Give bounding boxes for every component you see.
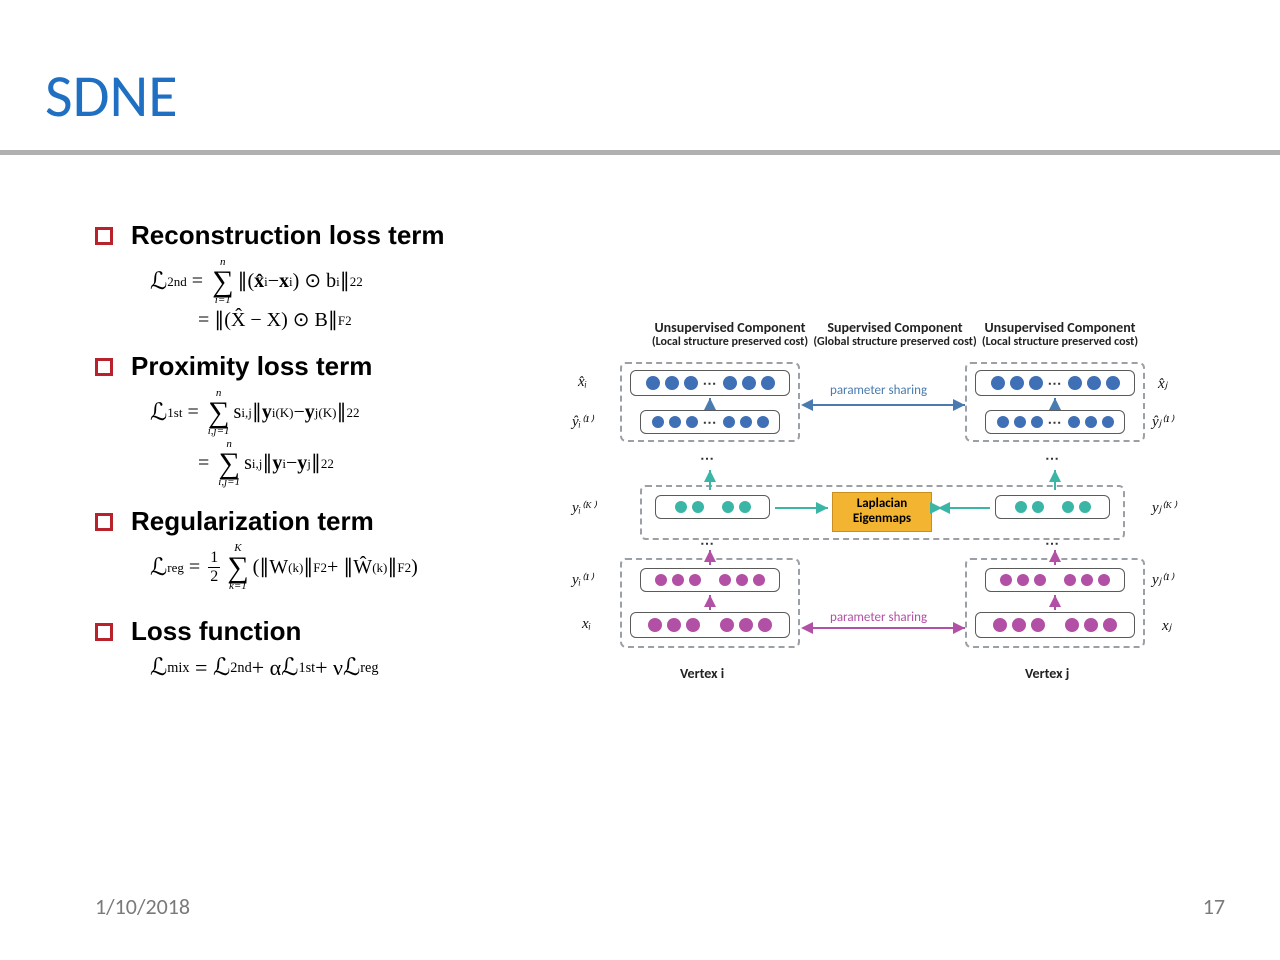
- section-label: Reconstruction loss term: [131, 220, 445, 251]
- equation-l1st: ℒ1st = n ∑ i,j=1 si,j∥yi(K) − yj(K)∥22 =…: [150, 388, 575, 488]
- section-label: Proximity loss term: [131, 351, 372, 382]
- equation-lmix: ℒmix = ℒ2nd + αℒ1st + νℒreg: [150, 653, 575, 683]
- section-loss: Loss function ℒmix = ℒ2nd + αℒ1st + νℒre…: [95, 616, 575, 683]
- equation-lreg: ℒreg = 12 K ∑ k=1 (∥W(k)∥F2 + ∥Ŵ(k)∥F2): [150, 543, 575, 592]
- title-divider: [0, 150, 1280, 155]
- section-proximity: Proximity loss term ℒ1st = n ∑ i,j=1 si,…: [95, 351, 575, 488]
- section-head: Regularization term: [95, 506, 575, 537]
- section-label: Regularization term: [131, 506, 374, 537]
- bullet-icon: [95, 358, 113, 376]
- section-head: Proximity loss term: [95, 351, 575, 382]
- section-label: Loss function: [131, 616, 301, 647]
- slide-title: SDNE: [45, 60, 178, 133]
- footer-page: 17: [1203, 893, 1225, 920]
- section-reconstruction: Reconstruction loss term ℒ2nd = n ∑ i=1 …: [95, 220, 575, 333]
- content-body: Reconstruction loss term ℒ2nd = n ∑ i=1 …: [95, 220, 575, 701]
- slide: SDNE Reconstruction loss term ℒ2nd = n ∑…: [0, 0, 1280, 960]
- architecture-diagram: Unsupervised Component (Local structure …: [570, 320, 1210, 700]
- footer-date: 1/10/2018: [95, 893, 190, 920]
- bullet-icon: [95, 513, 113, 531]
- section-head: Loss function: [95, 616, 575, 647]
- section-head: Reconstruction loss term: [95, 220, 575, 251]
- arrow-right-to-lap-icon: [570, 320, 1210, 700]
- equation-l2nd: ℒ2nd = n ∑ i=1 ∥(x̂i − xi) ⊙ bi∥22 = ∥(X…: [150, 257, 575, 333]
- bullet-icon: [95, 227, 113, 245]
- bullet-icon: [95, 623, 113, 641]
- section-regularization: Regularization term ℒreg = 12 K ∑ k=1 (∥…: [95, 506, 575, 592]
